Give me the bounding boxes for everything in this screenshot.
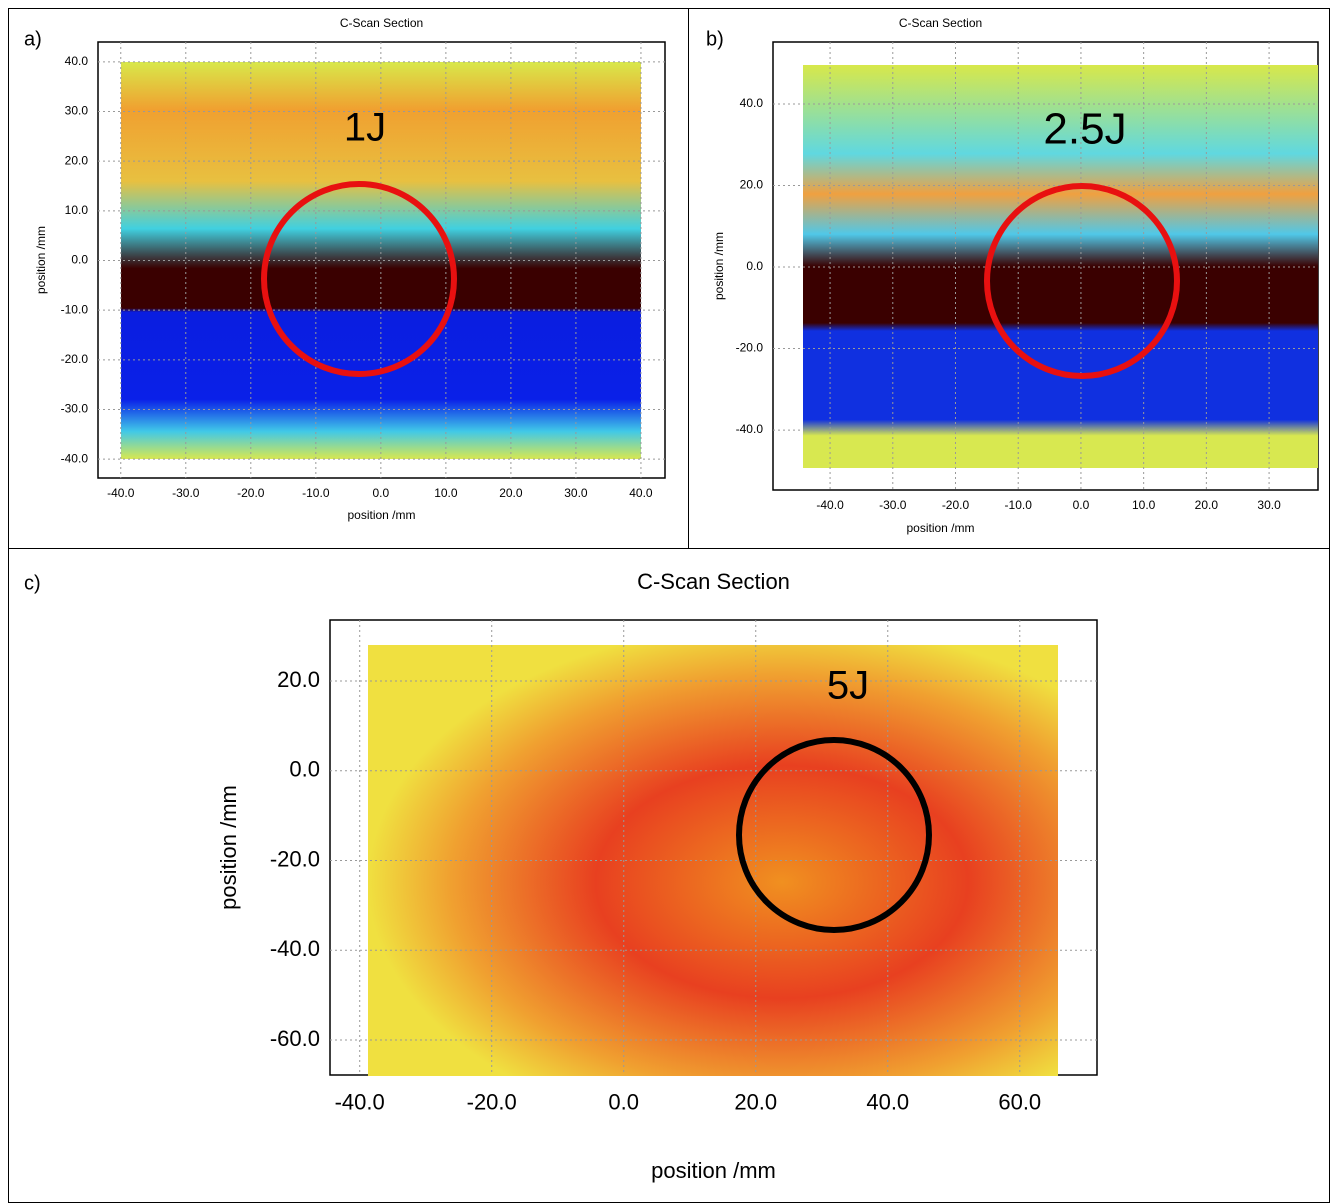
annotation-circle	[984, 183, 1180, 379]
x-tick-label: -10.0	[302, 486, 330, 500]
y-axis-label: position /mm	[34, 226, 48, 294]
x-tick-label: 0.0	[1073, 498, 1090, 512]
x-axis-label: position /mm	[347, 508, 415, 522]
x-tick-label: -20.0	[942, 498, 970, 512]
x-tick-label: -40.0	[335, 1089, 385, 1114]
x-tick-label: -40.0	[107, 486, 135, 500]
y-tick-label: 20.0	[277, 667, 320, 692]
x-tick-label: 20.0	[734, 1089, 777, 1114]
chart-title: C-Scan Section	[340, 16, 423, 30]
y-tick-label: -20.0	[61, 352, 89, 366]
heatmap-image	[368, 645, 1058, 1076]
x-tick-label: -20.0	[467, 1089, 517, 1114]
x-tick-label: -10.0	[1005, 498, 1033, 512]
x-tick-label: 0.0	[608, 1089, 639, 1114]
y-tick-label: -20.0	[736, 341, 764, 355]
x-tick-label: 20.0	[1195, 498, 1219, 512]
y-tick-label: -60.0	[270, 1026, 320, 1051]
y-tick-label: -10.0	[61, 302, 89, 316]
y-tick-label: 40.0	[740, 96, 764, 110]
y-tick-label: 20.0	[740, 178, 764, 192]
y-axis-label: position /mm	[216, 785, 241, 910]
x-tick-label: -20.0	[237, 486, 265, 500]
y-tick-label: -20.0	[270, 846, 320, 871]
y-tick-label: 40.0	[65, 54, 89, 68]
panel-label: b)	[706, 28, 724, 50]
y-tick-label: -40.0	[736, 422, 764, 436]
x-tick-label: -30.0	[172, 486, 200, 500]
y-tick-label: -40.0	[61, 451, 89, 465]
x-tick-label: -40.0	[816, 498, 844, 512]
chart-panel: -40.0 -20.0 0.0 20.0 40.0 60.0 20.0 0.0 -20.0 -40…	[24, 569, 1098, 1183]
chart-panel: -40.0 -30.0 -20.0 -10.0 0.0 10.0 20.0 30.0 40.0 4…	[24, 16, 666, 522]
x-tick-label: -30.0	[879, 498, 907, 512]
x-tick-label: 10.0	[1132, 498, 1156, 512]
chart-title: C-Scan Section	[637, 569, 790, 594]
panel-label: c)	[24, 572, 41, 594]
y-tick-label: -30.0	[61, 402, 89, 416]
x-axis-label: position /mm	[651, 1158, 776, 1183]
panel-label: a)	[24, 28, 42, 50]
x-tick-label: 40.0	[866, 1089, 909, 1114]
annotation: 1J	[344, 106, 386, 150]
annotation: 2.5J	[1043, 105, 1126, 154]
y-tick-label: 0.0	[289, 757, 320, 782]
y-tick-label: -40.0	[270, 936, 320, 961]
annotation-circle	[736, 737, 932, 933]
x-tick-label: 10.0	[434, 486, 458, 500]
annotation: 5J	[827, 664, 869, 708]
y-tick-label: 0.0	[746, 259, 763, 273]
x-axis-label: position /mm	[906, 521, 974, 535]
heatmap-image	[803, 65, 1318, 468]
y-tick-label: 30.0	[65, 104, 89, 118]
annotation-circle	[261, 181, 457, 377]
y-tick-label: 10.0	[65, 203, 89, 217]
chart-title: C-Scan Section	[899, 16, 982, 30]
chart-panel: -40.0 -30.0 -20.0 -10.0 0.0 10.0 20.0 30.0 40.0 2…	[706, 16, 1319, 535]
x-tick-label: 40.0	[629, 486, 653, 500]
y-axis-label: position /mm	[712, 232, 726, 300]
x-tick-label: 30.0	[564, 486, 588, 500]
x-tick-label: 60.0	[998, 1089, 1041, 1114]
x-tick-label: 0.0	[373, 486, 390, 500]
y-tick-label: 0.0	[71, 253, 88, 267]
y-tick-label: 20.0	[65, 153, 89, 167]
x-tick-label: 20.0	[499, 486, 523, 500]
x-tick-label: 30.0	[1257, 498, 1281, 512]
